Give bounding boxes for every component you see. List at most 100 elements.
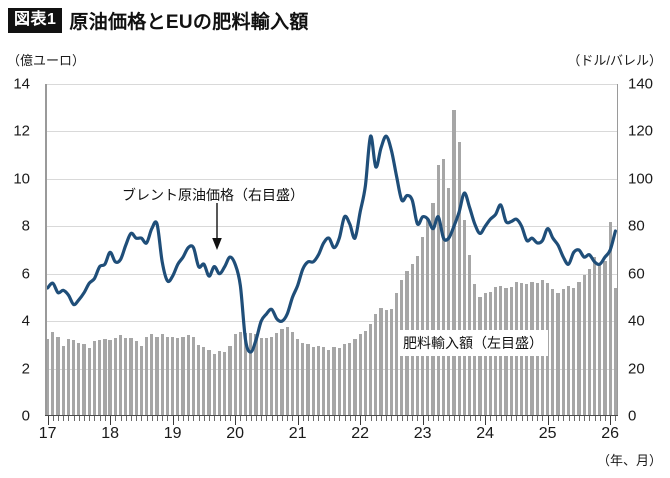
x-axis-tick bbox=[302, 416, 304, 421]
table-row bbox=[155, 336, 159, 416]
x-axis-tick-label: 20 bbox=[226, 425, 245, 442]
right-axis-tick-label: 40 bbox=[628, 312, 645, 330]
x-axis-tick bbox=[521, 416, 523, 421]
x-axis-tick bbox=[354, 416, 356, 421]
x-axis-tick bbox=[235, 416, 237, 425]
x-axis-tick bbox=[266, 416, 268, 421]
x-axis-tick bbox=[125, 416, 127, 421]
x-axis-tick-label: 19 bbox=[163, 425, 182, 442]
table-row bbox=[441, 158, 446, 416]
table-row bbox=[561, 289, 565, 416]
x-axis-tick bbox=[469, 416, 471, 421]
x-axis-tick bbox=[73, 416, 75, 421]
x-axis-tick bbox=[375, 416, 377, 421]
table-row bbox=[332, 347, 336, 416]
table-row bbox=[223, 351, 227, 416]
x-axis-tick bbox=[490, 416, 492, 421]
table-row bbox=[280, 329, 284, 416]
table-row bbox=[129, 337, 133, 416]
right-axis-spine bbox=[616, 84, 618, 416]
x-axis-tick bbox=[52, 416, 54, 421]
table-row bbox=[389, 309, 393, 416]
table-row bbox=[113, 337, 117, 416]
x-axis-tick bbox=[292, 416, 294, 421]
x-axis-tick bbox=[396, 416, 398, 421]
table-row bbox=[608, 221, 612, 416]
x-axis-tick bbox=[427, 416, 429, 421]
x-axis-tick bbox=[313, 416, 315, 421]
table-row bbox=[436, 164, 440, 416]
left-axis-tick-label: 0 bbox=[21, 407, 30, 425]
x-axis-tick bbox=[500, 416, 502, 421]
x-axis-tick bbox=[443, 416, 445, 421]
x-axis-tick bbox=[68, 416, 70, 421]
x-axis-tick bbox=[474, 416, 476, 421]
table-row bbox=[264, 337, 268, 416]
table-row bbox=[337, 348, 341, 416]
x-axis-tick bbox=[328, 416, 330, 421]
table-row bbox=[426, 218, 430, 416]
gridline bbox=[45, 131, 618, 133]
x-axis-tick-label: 22 bbox=[351, 425, 370, 442]
right-axis-unit-label: （ドル/バレル） bbox=[567, 53, 662, 68]
table-row bbox=[87, 348, 91, 416]
table-row bbox=[311, 347, 315, 416]
table-row bbox=[165, 336, 170, 416]
table-row bbox=[191, 336, 196, 416]
fertilizer-import-bars bbox=[45, 84, 618, 416]
x-axis-tick bbox=[589, 416, 591, 421]
x-axis-tick bbox=[203, 416, 205, 421]
figure-title-row: 図表1 原油価格とEUの肥料輸入額 bbox=[8, 7, 309, 34]
table-row bbox=[587, 268, 591, 416]
x-axis-tick-label: 26 bbox=[601, 425, 620, 442]
x-axis-tick bbox=[526, 416, 528, 421]
table-row bbox=[144, 336, 149, 416]
x-axis-tick bbox=[308, 416, 310, 421]
x-axis-tick bbox=[615, 416, 617, 421]
x-axis-tick bbox=[547, 416, 549, 425]
x-axis-tick bbox=[532, 416, 534, 421]
table-row bbox=[358, 334, 362, 416]
table-row bbox=[61, 346, 65, 416]
right-axis-tick-label: 60 bbox=[628, 265, 645, 283]
gridline bbox=[45, 226, 618, 228]
x-axis-tick bbox=[516, 416, 518, 421]
table-row bbox=[108, 340, 112, 416]
table-row bbox=[306, 343, 310, 416]
table-row bbox=[186, 335, 190, 416]
x-axis-tick bbox=[209, 416, 211, 421]
table-row bbox=[103, 338, 107, 416]
x-axis-tick-label: 23 bbox=[413, 425, 432, 442]
x-axis-tick bbox=[422, 416, 424, 425]
x-axis-tick bbox=[542, 416, 544, 421]
x-axis-tick bbox=[604, 416, 606, 421]
x-axis-tick bbox=[63, 416, 65, 421]
x-axis-tick bbox=[438, 416, 440, 421]
x-axis-tick bbox=[177, 416, 179, 421]
table-row bbox=[342, 343, 347, 416]
table-row bbox=[176, 337, 180, 416]
annotation-brent-crude-price: ブレント原油価格（右目盛） bbox=[122, 187, 304, 203]
x-axis-tick-label: 24 bbox=[476, 425, 495, 442]
x-axis-tick bbox=[261, 416, 263, 421]
x-axis-tick bbox=[407, 416, 409, 421]
left-axis-tick-label: 2 bbox=[21, 360, 30, 378]
table-row bbox=[363, 330, 367, 416]
x-axis-tick bbox=[386, 416, 388, 421]
x-axis-tick bbox=[584, 416, 586, 421]
table-row bbox=[566, 285, 571, 416]
x-axis-tick bbox=[89, 416, 91, 421]
table-row bbox=[77, 342, 81, 416]
x-axis-tick bbox=[558, 416, 560, 421]
x-axis-tick bbox=[344, 416, 346, 421]
gridline bbox=[45, 178, 618, 180]
table-row bbox=[56, 336, 60, 416]
table-row bbox=[269, 336, 274, 416]
x-axis-ticks bbox=[45, 416, 618, 425]
table-row bbox=[92, 341, 97, 416]
x-axis-tick bbox=[99, 416, 101, 421]
x-axis-tick bbox=[370, 416, 372, 421]
x-axis-tick bbox=[401, 416, 403, 421]
x-axis-tick bbox=[594, 416, 596, 421]
x-axis-tick bbox=[495, 416, 497, 421]
